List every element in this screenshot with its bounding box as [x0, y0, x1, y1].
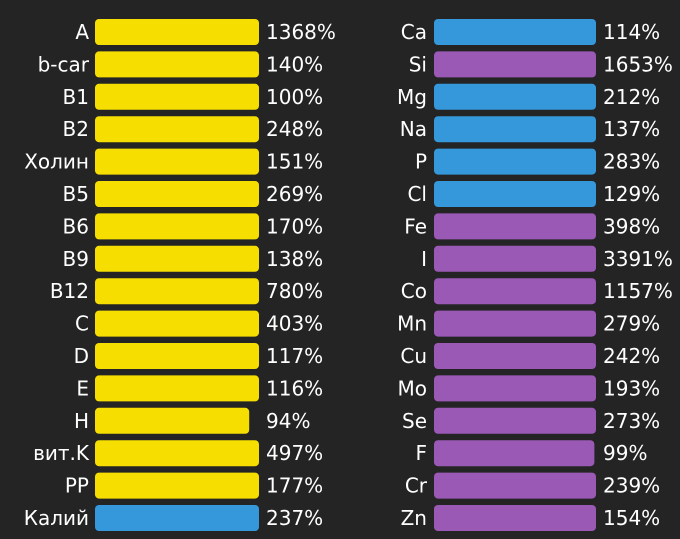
value-label-fe: 398%	[603, 214, 660, 238]
bar-вит-k	[95, 440, 259, 467]
bar-b1	[95, 83, 259, 110]
category-label-d: D	[74, 344, 89, 368]
bar-i	[434, 245, 596, 272]
value-label-b2: 248%	[266, 117, 323, 141]
value-label-холин: 151%	[266, 150, 323, 174]
bar-ca	[434, 19, 596, 45]
category-label-si: Si	[409, 52, 427, 76]
value-label-ca: 114%	[603, 20, 660, 44]
value-label-b12: 780%	[266, 279, 323, 303]
value-label-b1: 100%	[266, 85, 323, 109]
bar-калий	[95, 505, 259, 531]
bar-c	[95, 310, 259, 337]
value-label-pp: 177%	[266, 474, 323, 498]
bar-se	[434, 407, 596, 434]
bar-b6	[95, 213, 259, 240]
bar-co	[434, 278, 596, 305]
value-label-mo: 193%	[603, 376, 660, 400]
value-label-se: 273%	[603, 409, 660, 433]
category-label-pp: PP	[65, 474, 89, 498]
value-label-f: 99%	[603, 441, 647, 465]
category-label-mn: Mn	[397, 312, 427, 336]
bar-pp	[95, 472, 259, 499]
bar-si	[434, 51, 596, 78]
bar-cu	[434, 343, 596, 369]
category-label-zn: Zn	[401, 506, 427, 530]
value-label-mg: 212%	[603, 85, 660, 109]
value-label-b6: 170%	[266, 214, 323, 238]
bar-b9	[95, 245, 259, 272]
category-label-b12: B12	[50, 279, 89, 303]
bar-h	[95, 407, 250, 434]
category-label-b1: B1	[63, 85, 89, 109]
category-label-cl: Cl	[407, 182, 427, 206]
minerals-panel: Ca 114% Si 1653% Mg 212% Na 137% P 283% Cl 129% Fe 39…	[397, 19, 673, 531]
value-label-h: 94%	[266, 409, 310, 433]
category-label-c: C	[75, 312, 89, 336]
bar-mg	[434, 83, 596, 110]
category-label-e: E	[76, 376, 89, 400]
bar-b2	[95, 116, 259, 143]
value-label-na: 137%	[603, 117, 660, 141]
category-label-i: I	[421, 247, 427, 271]
value-label-d: 117%	[266, 344, 323, 368]
bar-na	[434, 116, 596, 143]
bar-p	[434, 148, 596, 175]
bar-b12	[95, 278, 259, 305]
category-label-b5: B5	[63, 182, 89, 206]
value-label-mn: 279%	[603, 312, 660, 336]
category-label-h: H	[74, 409, 89, 433]
value-label-a: 1368%	[266, 20, 336, 44]
bar-mn	[434, 310, 596, 337]
category-label-fe: Fe	[404, 214, 427, 238]
bar-f	[434, 440, 595, 467]
bar-fe	[434, 213, 596, 240]
value-label-cl: 129%	[603, 182, 660, 206]
category-label-cu: Cu	[400, 344, 427, 368]
category-label-se: Se	[402, 409, 427, 433]
category-label-b2: B2	[63, 117, 89, 141]
value-label-co: 1157%	[603, 279, 673, 303]
bar-e	[95, 375, 259, 402]
value-label-c: 403%	[266, 312, 323, 336]
value-label-b5: 269%	[266, 182, 323, 206]
category-label-na: Na	[400, 117, 427, 141]
bar-b5	[95, 181, 259, 207]
value-label-e: 116%	[266, 376, 323, 400]
category-label-p: P	[415, 150, 427, 174]
category-label-холин: Холин	[24, 150, 89, 174]
category-label-b6: B6	[63, 214, 89, 238]
bar-cl	[434, 181, 596, 207]
value-label-b-car: 140%	[266, 52, 323, 76]
category-label-b9: B9	[63, 247, 89, 271]
value-label-si: 1653%	[603, 52, 673, 76]
category-label-вит-k: вит.K	[33, 441, 90, 465]
value-label-cr: 239%	[603, 474, 660, 498]
category-label-ca: Ca	[401, 20, 427, 44]
category-label-co: Co	[401, 279, 427, 303]
value-label-zn: 154%	[603, 506, 660, 530]
category-label-f: F	[415, 441, 427, 465]
bar-cr	[434, 472, 596, 499]
category-label-mo: Mo	[398, 376, 428, 400]
bar-d	[95, 343, 259, 369]
bar-mo	[434, 375, 596, 402]
bar-zn	[434, 505, 596, 531]
value-label-p: 283%	[603, 150, 660, 174]
category-label-mg: Mg	[397, 85, 427, 109]
bar-b-car	[95, 51, 259, 78]
value-label-i: 3391%	[603, 247, 673, 271]
vitamins-panel: A 1368% b-car 140% B1 100% B2 248% Холин 151% B5 26…	[24, 19, 336, 531]
category-label-a: A	[75, 20, 89, 44]
value-label-вит-k: 497%	[266, 441, 323, 465]
value-label-b9: 138%	[266, 247, 323, 271]
value-label-калий: 237%	[266, 506, 323, 530]
bar-a	[95, 19, 259, 45]
value-label-cu: 242%	[603, 344, 660, 368]
category-label-b-car: b-car	[38, 52, 90, 76]
category-label-калий: Калий	[24, 506, 89, 530]
category-label-cr: Cr	[405, 474, 428, 498]
bar-холин	[95, 148, 259, 175]
